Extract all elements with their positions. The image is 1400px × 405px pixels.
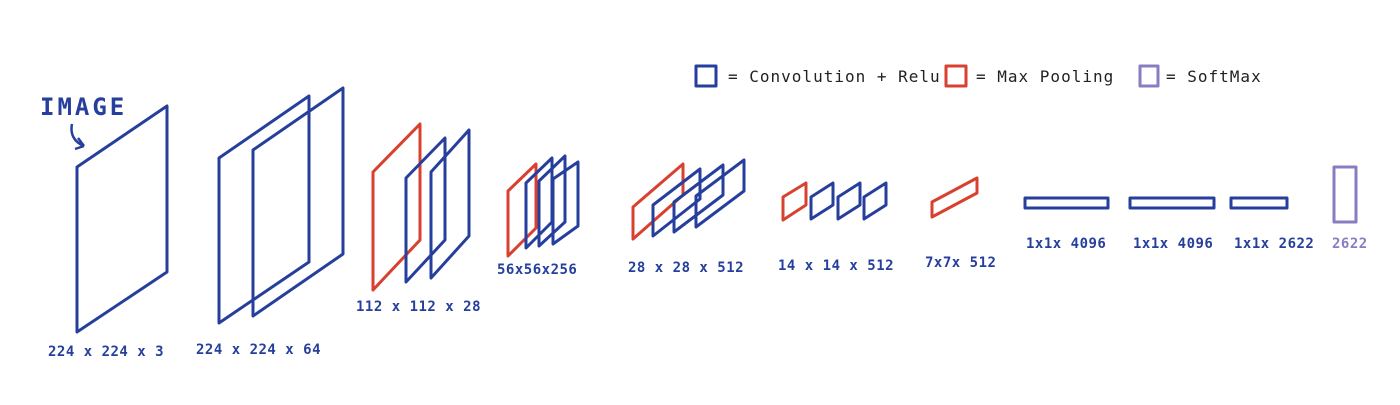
legend-conv-swatch bbox=[694, 64, 718, 88]
legend-pool-swatch bbox=[944, 64, 968, 88]
conv-layer-2a bbox=[217, 94, 311, 325]
legend-softmax-swatch bbox=[1138, 64, 1160, 88]
image-title: IMAGE bbox=[40, 93, 127, 121]
conv-layer-5c bbox=[694, 158, 746, 229]
image-arrow-icon bbox=[70, 123, 85, 151]
pool-layer-7 bbox=[930, 176, 979, 219]
legend-softmax-label: = SoftMax bbox=[1166, 67, 1262, 86]
legend-pool-label: = Max Pooling bbox=[976, 67, 1114, 86]
conv-layer-5b bbox=[672, 163, 725, 234]
fc-layer-3 bbox=[1229, 196, 1289, 210]
layer-label-11: 2622 bbox=[1332, 236, 1368, 252]
layer-label-8: 1x1x 4096 bbox=[1026, 236, 1106, 252]
legend: = Convolution + Relu = Max Pooling = Sof… bbox=[694, 64, 1262, 88]
layer-label-6: 14 x 14 x 512 bbox=[778, 258, 894, 274]
conv-layer-input bbox=[75, 104, 169, 334]
layer-label-10: 1x1x 2622 bbox=[1234, 236, 1314, 252]
layer-label-1: 224 x 224 x 3 bbox=[48, 344, 164, 360]
layer-label-2: 224 x 224 x 64 bbox=[196, 342, 321, 358]
conv-layer-6b bbox=[836, 181, 862, 221]
conv-layer-6a bbox=[809, 181, 835, 221]
conv-layer-3a bbox=[404, 136, 447, 284]
layer-label-5: 28 x 28 x 512 bbox=[628, 260, 744, 276]
pool-layer-6 bbox=[781, 181, 808, 222]
pool-layer-3 bbox=[371, 122, 422, 292]
fc-layer-2 bbox=[1128, 196, 1216, 210]
layer-label-4: 56x56x256 bbox=[497, 262, 577, 278]
layer-label-7: 7x7x 512 bbox=[925, 255, 996, 271]
pool-layer-4 bbox=[506, 162, 538, 258]
fc-layer-1 bbox=[1023, 196, 1110, 210]
conv-layer-2b bbox=[251, 86, 345, 318]
conv-layer-3b bbox=[429, 128, 471, 280]
conv-layer-4c bbox=[551, 160, 580, 246]
conv-layer-4b bbox=[537, 154, 567, 248]
layer-label-3: 112 x 112 x 28 bbox=[356, 299, 481, 315]
conv-layer-6c bbox=[862, 181, 888, 221]
layer-label-9: 1x1x 4096 bbox=[1133, 236, 1213, 252]
legend-conv-label: = Convolution + Relu bbox=[728, 67, 941, 86]
conv-layer-5a bbox=[651, 167, 702, 238]
softmax-layer bbox=[1332, 165, 1358, 224]
